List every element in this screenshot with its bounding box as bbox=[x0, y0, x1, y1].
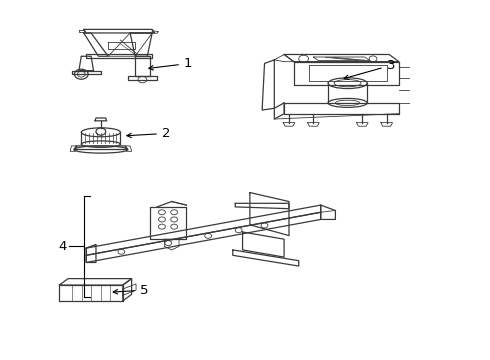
Text: 2: 2 bbox=[127, 127, 171, 140]
Text: 5: 5 bbox=[113, 284, 148, 297]
Text: 3: 3 bbox=[344, 59, 395, 80]
Text: 1: 1 bbox=[149, 57, 193, 70]
Text: 4: 4 bbox=[58, 240, 67, 253]
